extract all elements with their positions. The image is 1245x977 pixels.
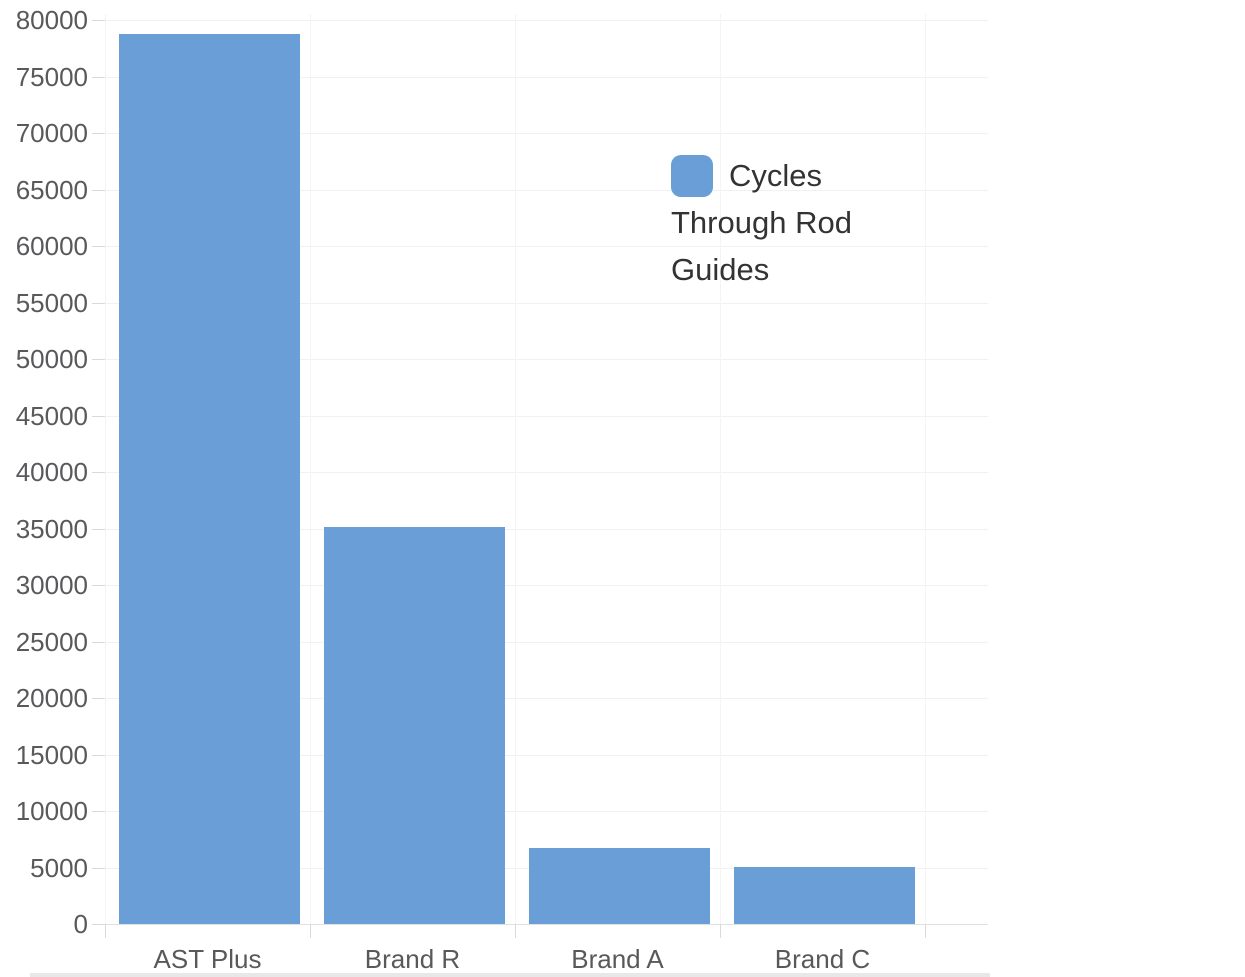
gridline-horizontal [105, 698, 988, 699]
y-axis-tick-label: 70000 [15, 118, 88, 148]
y-axis-tick [92, 924, 105, 925]
y-axis-tick [92, 359, 105, 360]
y-axis-tick [92, 133, 105, 134]
x-axis-tick-label: Brand R [364, 944, 461, 974]
gridline-vertical [310, 14, 311, 924]
gridline-horizontal [105, 359, 988, 360]
y-axis-tick-label: 50000 [15, 344, 88, 374]
gridline-horizontal [105, 529, 988, 530]
y-axis-tick-label: 80000 [15, 5, 88, 35]
x-axis-tick [515, 924, 516, 938]
y-axis-tick-label: 35000 [15, 514, 88, 544]
y-axis-tick-label: 10000 [15, 796, 88, 826]
gridline-vertical [105, 14, 106, 924]
gridline-vertical [925, 14, 926, 924]
y-axis-tick [92, 755, 105, 756]
y-axis-tick-label: 15000 [15, 740, 88, 770]
y-axis-tick-label: 30000 [15, 570, 88, 600]
y-axis-tick [92, 642, 105, 643]
y-axis-tick [92, 77, 105, 78]
gridline-horizontal [105, 585, 988, 586]
gridline-horizontal [105, 20, 988, 21]
y-axis-tick-label: 0 [73, 909, 88, 939]
y-axis-tick-label: 20000 [15, 683, 88, 713]
y-axis-tick [92, 868, 105, 869]
gridline-horizontal [105, 133, 988, 134]
y-axis-tick [92, 698, 105, 699]
bar-brand-r[interactable] [324, 527, 505, 924]
gridline-horizontal [105, 246, 988, 247]
x-axis-tick [720, 924, 721, 938]
y-axis-tick-label: 25000 [15, 627, 88, 657]
y-axis-tick [92, 811, 105, 812]
x-axis-tick [925, 924, 926, 938]
gridline-horizontal [105, 642, 988, 643]
y-axis-tick-label: 75000 [15, 62, 88, 92]
y-axis-tick [92, 303, 105, 304]
y-axis-tick-label: 65000 [15, 175, 88, 205]
x-axis-line [105, 924, 988, 925]
x-axis-tick-label: Brand A [571, 944, 664, 974]
gridline-vertical [515, 14, 516, 924]
y-axis-tick-label: 60000 [15, 231, 88, 261]
legend-swatch-icon [671, 155, 713, 197]
x-axis-tick [310, 924, 311, 938]
gridline-horizontal [105, 755, 988, 756]
y-axis-tick [92, 416, 105, 417]
y-axis-tick-label: 55000 [15, 288, 88, 318]
y-axis-tick [92, 585, 105, 586]
legend-label: Cycles Through Rod Guides [671, 158, 852, 287]
y-axis-tick [92, 190, 105, 191]
y-axis-tick [92, 529, 105, 530]
gridline-horizontal [105, 77, 988, 78]
y-axis-tick [92, 246, 105, 247]
bar-ast-plus[interactable] [119, 34, 300, 924]
gridline-horizontal [105, 190, 988, 191]
gridline-horizontal [105, 416, 988, 417]
x-axis-tick-label: Brand C [774, 944, 871, 974]
bar-brand-c[interactable] [734, 867, 915, 924]
gridline-horizontal [105, 811, 988, 812]
y-axis-tick-label: 40000 [15, 457, 88, 487]
bottom-strip [30, 973, 990, 977]
y-axis-tick [92, 20, 105, 21]
legend-item[interactable]: Cycles Through Rod Guides [671, 152, 921, 293]
bar-brand-a[interactable] [529, 848, 710, 924]
x-axis-tick-label: AST Plus [153, 944, 262, 974]
gridline-horizontal [105, 303, 988, 304]
gridline-vertical [720, 14, 721, 924]
gridline-horizontal [105, 472, 988, 473]
y-axis-tick-label: 5000 [30, 853, 88, 883]
y-axis-tick-label: 45000 [15, 401, 88, 431]
y-axis-tick [92, 472, 105, 473]
x-axis-tick [105, 924, 106, 938]
